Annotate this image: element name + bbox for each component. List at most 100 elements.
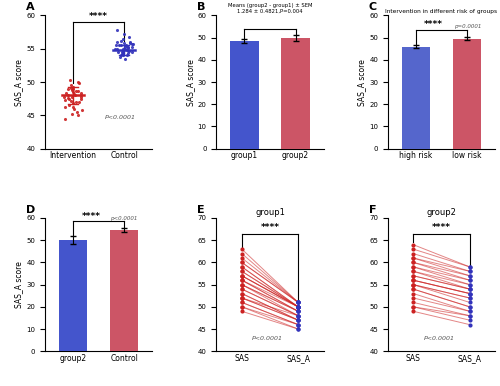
Text: F: F xyxy=(368,205,376,215)
Point xyxy=(466,286,473,292)
Point xyxy=(74,88,82,95)
Point xyxy=(294,304,302,310)
Point xyxy=(238,264,246,270)
Point xyxy=(466,290,473,296)
Point xyxy=(409,273,417,279)
Title: Means (group2 - group1) ± SEM
1.284 ± 0.4821,P=0.004: Means (group2 - group1) ± SEM 1.284 ± 0.… xyxy=(228,3,312,14)
Point xyxy=(65,102,73,108)
Point xyxy=(118,51,126,57)
Point xyxy=(294,299,302,305)
Point xyxy=(238,295,246,301)
Point xyxy=(409,273,417,279)
Point xyxy=(409,277,417,283)
Point xyxy=(124,48,132,54)
Bar xyxy=(402,47,430,149)
Point xyxy=(238,251,246,257)
Point xyxy=(294,326,302,332)
Title: group1: group1 xyxy=(255,208,285,217)
Point xyxy=(409,277,417,283)
Point xyxy=(238,286,246,292)
Point xyxy=(74,99,82,105)
Text: ****: **** xyxy=(260,223,280,232)
Point xyxy=(124,45,132,51)
Point xyxy=(409,286,417,292)
Title: group2: group2 xyxy=(426,208,456,217)
Point xyxy=(60,94,68,100)
Point xyxy=(409,295,417,301)
Point xyxy=(62,90,70,96)
Point xyxy=(238,299,246,305)
Point xyxy=(466,277,473,283)
Point xyxy=(238,281,246,288)
Point xyxy=(466,286,473,292)
Point xyxy=(238,299,246,305)
Point xyxy=(294,304,302,310)
Y-axis label: SAS_A score: SAS_A score xyxy=(14,261,24,308)
Point xyxy=(238,268,246,274)
Point xyxy=(62,116,70,122)
Point xyxy=(126,40,134,46)
Point xyxy=(409,268,417,274)
Point xyxy=(294,317,302,323)
Point xyxy=(61,97,69,103)
Text: A: A xyxy=(26,2,35,12)
Point xyxy=(120,46,128,52)
Point xyxy=(124,43,132,49)
Point xyxy=(409,242,417,248)
Point xyxy=(466,299,473,305)
Point xyxy=(118,47,126,54)
Point xyxy=(294,304,302,310)
Point xyxy=(466,313,473,319)
Point xyxy=(69,86,77,92)
Point xyxy=(409,259,417,266)
Point xyxy=(122,56,130,62)
Point xyxy=(466,290,473,296)
Point xyxy=(466,273,473,279)
Point xyxy=(466,286,473,292)
Point xyxy=(238,268,246,274)
Point xyxy=(76,80,84,86)
Point xyxy=(78,92,86,98)
Bar xyxy=(453,39,481,149)
Point xyxy=(61,103,69,110)
Text: ****: **** xyxy=(432,223,451,232)
Text: E: E xyxy=(197,205,205,215)
Point xyxy=(66,82,74,88)
Point xyxy=(294,317,302,323)
Point xyxy=(409,268,417,274)
Text: p=0.0001: p=0.0001 xyxy=(454,24,481,29)
Point xyxy=(70,106,78,112)
Point xyxy=(409,290,417,296)
Point xyxy=(294,308,302,314)
Point xyxy=(73,109,81,115)
Point xyxy=(294,313,302,319)
Point xyxy=(294,299,302,305)
Point xyxy=(409,251,417,257)
Point xyxy=(238,277,246,283)
Point xyxy=(70,91,78,97)
Point xyxy=(114,49,122,55)
Point xyxy=(409,299,417,305)
Point xyxy=(238,273,246,279)
Point xyxy=(124,44,132,51)
Point xyxy=(409,281,417,288)
Point xyxy=(466,322,473,328)
Point xyxy=(67,98,75,104)
Point xyxy=(78,107,86,113)
Point xyxy=(466,290,473,296)
Point xyxy=(409,281,417,288)
Point xyxy=(64,86,72,93)
Point xyxy=(294,304,302,310)
Y-axis label: SAS_A score: SAS_A score xyxy=(14,59,24,105)
Text: ****: **** xyxy=(82,212,100,221)
Point xyxy=(294,308,302,314)
Point xyxy=(238,246,246,252)
Point xyxy=(72,88,80,94)
Point xyxy=(294,304,302,310)
Point xyxy=(69,100,77,107)
Text: C: C xyxy=(368,2,376,12)
Point xyxy=(120,50,128,56)
Point xyxy=(64,95,72,101)
Bar xyxy=(59,240,87,351)
Point xyxy=(114,27,122,33)
